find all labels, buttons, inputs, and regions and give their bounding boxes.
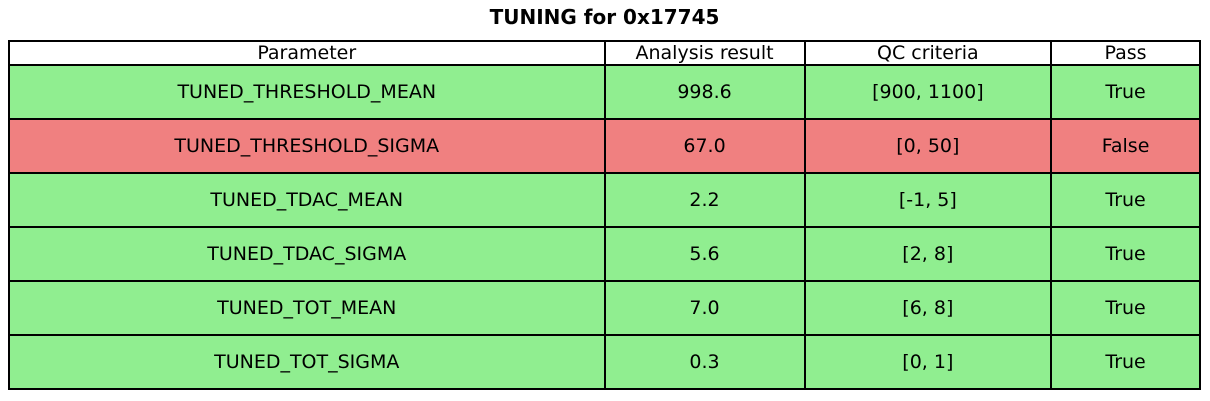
criteria-cell: [0, 50]	[803, 118, 1053, 174]
table-row: TUNED_TOT_MEAN 7.0 [6, 8] True	[8, 280, 1201, 336]
table-row: TUNED_TDAC_SIGMA 5.6 [2, 8] True	[8, 226, 1201, 282]
parameter-cell: TUNED_TOT_SIGMA	[8, 334, 606, 390]
pass-cell: True	[1050, 280, 1201, 336]
result-cell: 0.3	[603, 334, 806, 390]
pass-cell: True	[1050, 172, 1201, 228]
result-cell: 5.6	[603, 226, 806, 282]
table-row: TUNED_TDAC_MEAN 2.2 [-1, 5] True	[8, 172, 1201, 228]
parameter-cell: TUNED_TOT_MEAN	[8, 280, 606, 336]
col-header-pass: Pass	[1050, 40, 1201, 66]
result-cell: 998.6	[603, 64, 806, 120]
col-header-parameter: Parameter	[8, 40, 606, 66]
pass-cell: True	[1050, 334, 1201, 390]
criteria-cell: [-1, 5]	[803, 172, 1053, 228]
result-cell: 7.0	[603, 280, 806, 336]
criteria-cell: [2, 8]	[803, 226, 1053, 282]
parameter-cell: TUNED_THRESHOLD_MEAN	[8, 64, 606, 120]
criteria-cell: [6, 8]	[803, 280, 1053, 336]
parameter-cell: TUNED_TDAC_SIGMA	[8, 226, 606, 282]
table-row: TUNED_THRESHOLD_SIGMA 67.0 [0, 50] False	[8, 118, 1201, 174]
result-cell: 2.2	[603, 172, 806, 228]
criteria-cell: [0, 1]	[803, 334, 1053, 390]
result-cell: 67.0	[603, 118, 806, 174]
qc-results-table: Parameter Analysis result QC criteria Pa…	[8, 40, 1201, 390]
parameter-cell: TUNED_TDAC_MEAN	[8, 172, 606, 228]
col-header-analysis-result: Analysis result	[603, 40, 806, 66]
table-row: TUNED_THRESHOLD_MEAN 998.6 [900, 1100] T…	[8, 64, 1201, 120]
criteria-cell: [900, 1100]	[803, 64, 1053, 120]
parameter-cell: TUNED_THRESHOLD_SIGMA	[8, 118, 606, 174]
chart-title: TUNING for 0x17745	[489, 5, 720, 29]
col-header-qc-criteria: QC criteria	[803, 40, 1053, 66]
pass-cell: False	[1050, 118, 1201, 174]
pass-cell: True	[1050, 64, 1201, 120]
table-row: TUNED_TOT_SIGMA 0.3 [0, 1] True	[8, 334, 1201, 390]
header-row: Parameter Analysis result QC criteria Pa…	[8, 40, 1201, 66]
pass-cell: True	[1050, 226, 1201, 282]
